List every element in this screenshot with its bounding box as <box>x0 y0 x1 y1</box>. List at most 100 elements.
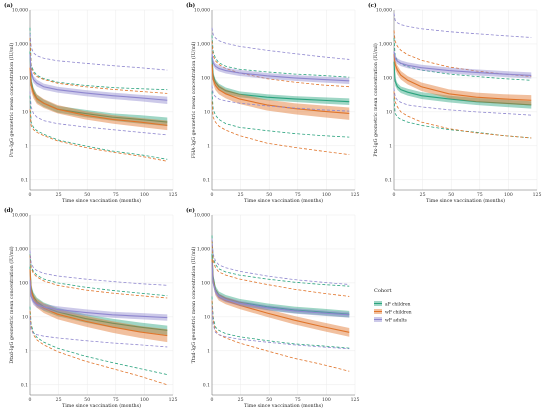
y-tick-label: 0.1 <box>21 177 28 183</box>
x-axis-label: Time since vaccination (months) <box>244 402 323 409</box>
pi-lower-line <box>29 316 168 348</box>
ci-band <box>30 261 168 336</box>
x-tick-label: 50 <box>448 192 454 198</box>
legend-entry: aP children <box>374 301 411 308</box>
mean-line <box>393 51 532 77</box>
x-tick-label: 50 <box>266 192 272 198</box>
y-tick-label: 1 <box>389 143 392 149</box>
legend-label-2: wP adults <box>385 319 408 324</box>
pi-upper-line <box>29 37 168 94</box>
y-tick-label: 10 <box>204 109 210 115</box>
pi-upper-line <box>393 13 532 38</box>
legend-label-0: aP children <box>385 303 411 308</box>
x-tick-label: 0 <box>29 192 32 198</box>
panel-label: (d) <box>4 207 14 214</box>
y-tick-label: 0.1 <box>385 177 392 183</box>
x-axis-label: Time since vaccination (months) <box>244 197 323 204</box>
y-axis-label: FHA-IgG geometric mean concentration (IU… <box>190 42 197 159</box>
panel-label: (a) <box>4 2 13 9</box>
x-tick-label: 100 <box>140 192 149 198</box>
y-tick-label: 0.1 <box>203 382 210 388</box>
x-tick-label: 125 <box>533 192 542 198</box>
y-tick-label: 10,000 <box>12 8 28 14</box>
mean-line <box>211 254 350 315</box>
x-tick-label: 125 <box>351 397 360 403</box>
y-axis-label: Ptx-IgG geometric mean concentration (IU… <box>372 43 379 157</box>
x-tick-label: 125 <box>169 397 178 403</box>
x-axis-label: Time since vaccination (months) <box>62 402 141 409</box>
x-tick-label: 0 <box>211 192 214 198</box>
x-tick-label: 50 <box>266 397 272 403</box>
mean-line <box>211 54 350 82</box>
y-tick-label: 10 <box>22 314 28 320</box>
series-0 <box>393 37 532 139</box>
x-tick-label: 0 <box>29 397 32 403</box>
x-tick-label: 100 <box>140 397 149 403</box>
mean-line <box>211 262 350 316</box>
mean-line <box>211 259 350 333</box>
chart-panel-1: 0.1 1 10 100 1,000 10,000 0 25 50 75 100 125 Time si… <box>186 2 359 204</box>
y-tick-label: 1 <box>25 348 28 354</box>
ci-band <box>394 49 532 106</box>
pi-lower-line <box>211 101 350 156</box>
mean-line <box>211 57 350 103</box>
x-tick-label: 75 <box>113 192 119 198</box>
panel-label: (b) <box>186 2 196 9</box>
ci-band <box>212 259 350 318</box>
legend-entry: wP children <box>374 309 412 316</box>
pi-lower-line <box>211 296 350 349</box>
series-2 <box>29 250 168 348</box>
x-axis-label: Time since vaccination (months) <box>426 197 505 204</box>
panel-label: (c) <box>368 2 377 9</box>
series-1 <box>29 37 168 162</box>
ci-band <box>30 45 168 127</box>
pi-lower-line <box>393 98 532 139</box>
y-tick-label: 10,000 <box>194 213 210 219</box>
y-axis-label: Ttxd-IgG geometric mean concentration (I… <box>190 247 197 364</box>
pi-upper-line <box>29 254 168 297</box>
x-tick-label: 75 <box>295 192 301 198</box>
x-tick-label: 100 <box>322 192 331 198</box>
mean-line <box>29 269 168 337</box>
pi-upper-line <box>393 37 532 81</box>
pi-lower-line <box>211 300 350 372</box>
ci-band <box>30 50 168 105</box>
y-tick-label: 100 <box>201 75 210 81</box>
x-tick-label: 50 <box>84 397 90 403</box>
x-tick-label: 25 <box>420 192 426 198</box>
y-axis-label: Dtxd-IgG geometric mean concentration (I… <box>8 246 15 363</box>
pi-lower-line <box>211 306 350 350</box>
x-tick-label: 0 <box>393 192 396 198</box>
x-tick-label: 25 <box>56 397 62 403</box>
pi-upper-line <box>211 27 350 60</box>
y-tick-label: 10 <box>22 109 28 115</box>
x-tick-label: 100 <box>322 397 331 403</box>
y-tick-label: 0.1 <box>21 382 28 388</box>
pi-lower-line <box>29 310 168 386</box>
pi-lower-line <box>29 306 168 375</box>
mean-line <box>29 266 168 331</box>
chart-panel-4: 0.1 1 10 100 1,000 10,000 0 25 50 75 100 125 Time si… <box>186 207 359 409</box>
series-2 <box>393 13 532 116</box>
y-axis-label: Prn-IgG geometric mean concentration (IU… <box>8 43 15 157</box>
series-2 <box>211 27 350 112</box>
y-tick-label: 10,000 <box>12 213 28 219</box>
pi-upper-line <box>211 41 350 88</box>
series-0 <box>29 254 168 375</box>
legend: Cohort aP children wP children wP adults <box>374 288 412 324</box>
pi-upper-line <box>211 240 350 297</box>
y-tick-label: 10,000 <box>194 8 210 14</box>
grid <box>393 9 538 190</box>
pi-upper-line <box>29 250 168 286</box>
pi-lower-line <box>393 88 532 116</box>
x-tick-label: 125 <box>351 192 360 198</box>
pi-upper-line <box>211 235 350 287</box>
ci-band <box>30 60 168 131</box>
chart-panel-3: 0.1 1 10 100 1,000 10,000 0 25 50 75 100 125 Time si… <box>4 207 177 409</box>
x-tick-label: 0 <box>211 397 214 403</box>
pi-upper-line <box>29 33 168 71</box>
pi-lower-line <box>29 95 168 160</box>
y-tick-label: 100 <box>383 75 392 81</box>
